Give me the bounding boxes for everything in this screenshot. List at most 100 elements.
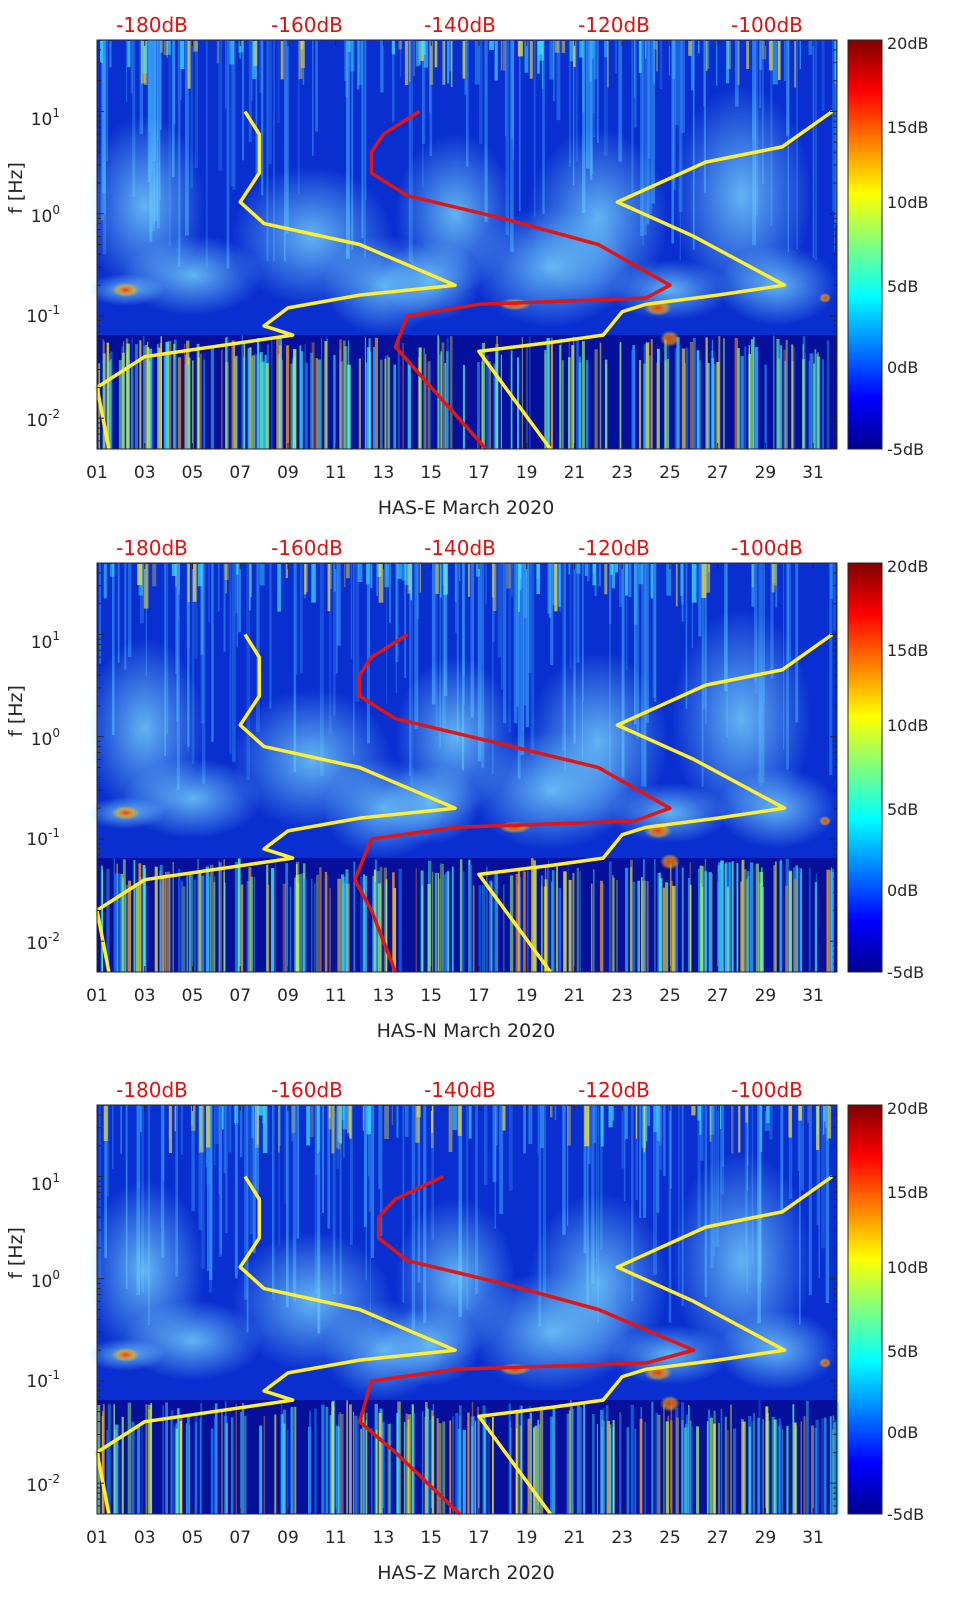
spectral-streak: [562, 1105, 566, 1235]
spectral-stripe: [244, 1416, 247, 1514]
spectral-stripe: [311, 342, 315, 449]
spectral-stripe: [734, 338, 738, 449]
high-frequency-burst: [709, 1106, 711, 1135]
spectral-streak: [332, 1105, 336, 1295]
spectral-streak: [209, 1105, 213, 1280]
spectral-stripe: [165, 1402, 168, 1514]
spectral-stripe: [829, 869, 832, 972]
x-tick-label: 11: [325, 463, 347, 483]
spectral-streak: [417, 1105, 421, 1283]
spectral-stripe: [344, 346, 348, 449]
spectral-stripe: [482, 1405, 486, 1514]
spectral-streak: [510, 40, 514, 139]
spectral-stripe: [774, 861, 777, 972]
spectral-stripe: [427, 1408, 429, 1514]
spectral-stripe: [329, 888, 331, 972]
spectral-stripe: [223, 872, 225, 972]
spectral-stripe: [299, 345, 302, 449]
spectral-stripe: [550, 1416, 554, 1514]
top-label: -120dB: [578, 13, 650, 37]
colorbar-label: 10dB: [887, 1258, 929, 1277]
high-frequency-burst: [350, 41, 355, 72]
high-frequency-burst: [494, 41, 498, 81]
spectral-stripe: [455, 1413, 459, 1514]
spectral-stripe: [248, 867, 252, 972]
spectral-stripe: [526, 345, 528, 449]
spectral-stripe: [724, 1416, 727, 1514]
spectral-stripe: [145, 1404, 148, 1514]
energy-hotspot: [111, 282, 140, 297]
spectral-stripe: [519, 877, 522, 972]
spectral-streak: [208, 563, 210, 623]
spectral-stripe: [459, 859, 463, 972]
spectral-stripe: [551, 870, 555, 972]
spectral-streak: [513, 563, 518, 724]
spectral-streak: [510, 563, 513, 597]
spectral-streak: [542, 1105, 547, 1294]
high-frequency-burst: [536, 564, 540, 579]
spectral-stripe: [684, 1423, 689, 1514]
spectral-stripe: [138, 863, 142, 972]
spectral-streak: [780, 1105, 784, 1214]
spectral-stripe: [364, 337, 366, 449]
spectral-streak: [834, 40, 835, 252]
high-frequency-burst: [339, 1106, 342, 1144]
spectral-stripe: [670, 881, 673, 972]
top-label: -160dB: [271, 1078, 343, 1102]
spectral-stripe: [148, 1404, 152, 1514]
spectral-streak: [339, 1105, 342, 1295]
spectral-stripe: [576, 867, 579, 972]
spectral-stripe: [706, 1421, 709, 1514]
spectral-stripe: [791, 344, 794, 449]
axis-ticks: [96, 562, 837, 973]
spectral-stripe: [755, 863, 759, 972]
spectral-streak: [429, 40, 431, 113]
spectral-stripe: [483, 1414, 485, 1514]
spectral-streak: [351, 40, 354, 250]
spectral-stripe: [106, 1430, 109, 1514]
high-frequency-burst: [178, 564, 181, 591]
high-frequency-burst: [823, 1106, 826, 1122]
spectral-streak: [386, 563, 388, 704]
spectral-streak: [371, 1105, 375, 1258]
spectral-streak: [492, 1105, 497, 1183]
spectral-stripe: [654, 859, 656, 972]
spectral-streak: [520, 563, 525, 755]
energy-blob: [528, 1193, 669, 1374]
high-frequency-burst: [278, 1106, 280, 1153]
top-label: -100dB: [731, 536, 803, 560]
spectral-stripe: [568, 1410, 571, 1514]
spectral-stripe: [290, 1407, 294, 1514]
spectral-stripe: [639, 1418, 643, 1514]
spectral-stripe: [619, 342, 621, 449]
high-frequency-burst: [823, 1106, 825, 1135]
spectral-stripe: [363, 874, 365, 972]
spectral-streak: [659, 1105, 663, 1170]
spectral-stripe: [438, 878, 441, 972]
high-frequency-burst: [554, 1106, 557, 1121]
spectral-streak: [246, 563, 251, 781]
spectral-stripe: [481, 361, 484, 449]
energy-blob: [231, 166, 392, 307]
spectral-streak: [404, 563, 406, 678]
energy-blob: [395, 1198, 516, 1359]
spectral-stripe: [688, 1407, 691, 1514]
spectral-stripe: [826, 869, 830, 972]
spectral-streak: [201, 563, 206, 784]
x-tick-label: 15: [420, 986, 442, 1006]
x-tick-label: 07: [229, 986, 251, 1006]
high-frequency-burst: [166, 41, 168, 58]
high-frequency-burst: [127, 41, 131, 68]
high-frequency-burst: [401, 564, 407, 581]
x-tick-label: 17: [468, 986, 490, 1006]
spectral-stripe: [686, 1421, 689, 1514]
high-frequency-burst: [236, 564, 239, 575]
high-frequency-burst: [554, 564, 558, 612]
spectral-stripe: [559, 344, 561, 449]
spectral-stripe: [657, 1414, 661, 1514]
spectral-streak: [466, 40, 469, 167]
high-frequency-burst: [608, 1106, 613, 1128]
spectral-stripe: [183, 343, 186, 449]
spectral-stripe: [340, 1413, 344, 1514]
x-axis-label: HAS-N March 2020: [377, 1020, 556, 1042]
